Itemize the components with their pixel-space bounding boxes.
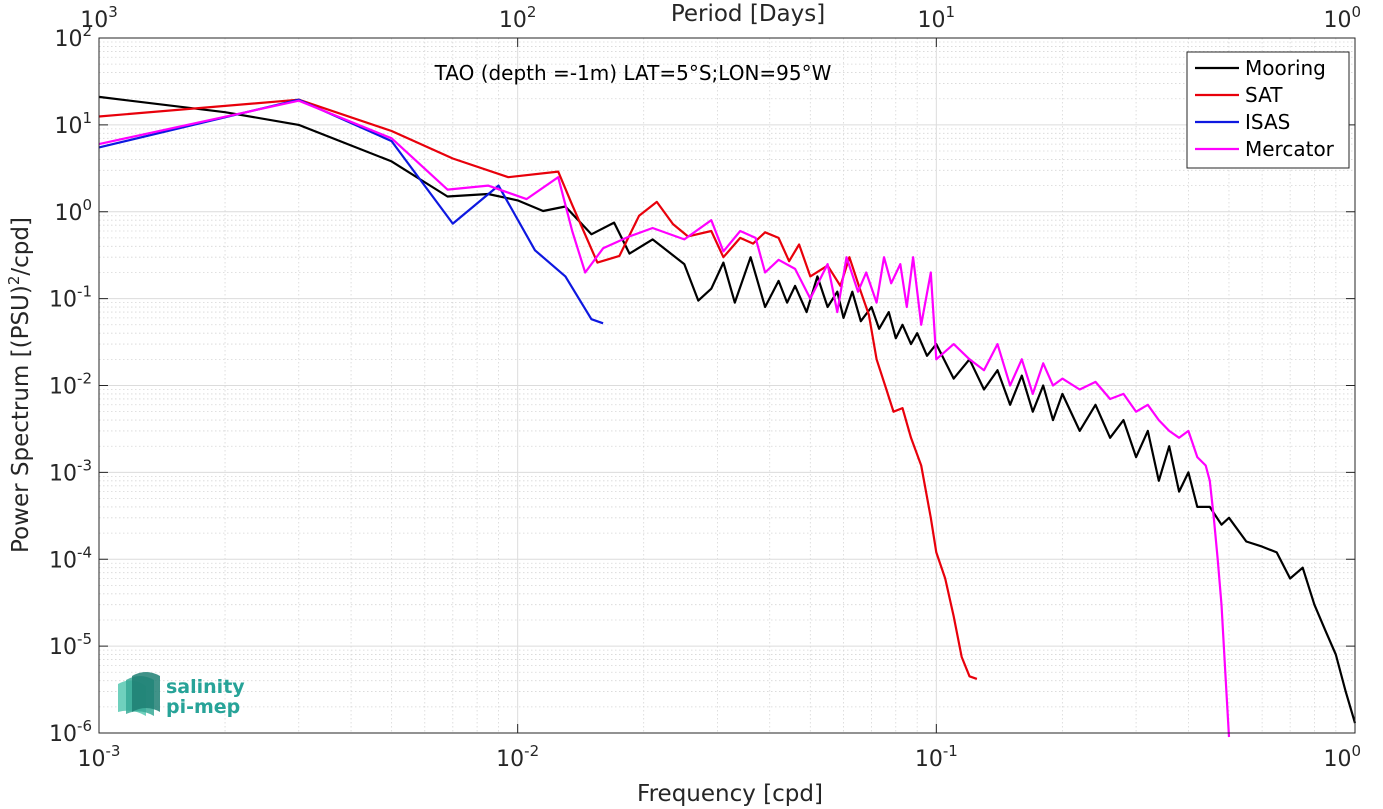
- legend-label: ISAS: [1245, 110, 1290, 134]
- legend-label: SAT: [1245, 83, 1283, 107]
- series-line-sat: [98, 98, 978, 680]
- logo-wave-icon: [118, 672, 160, 716]
- y-tick-labels: 10-6 10-5 10-4 10-3 10-2 10-1 100 101 102: [49, 22, 92, 747]
- logo-text-line2: pi-mep: [166, 696, 240, 718]
- top-tick-label: 103: [80, 3, 118, 33]
- y-tick-label: 102: [54, 22, 92, 52]
- x-axis-label: Frequency [cpd]: [637, 781, 823, 807]
- y-tick-label: 10-5: [49, 630, 92, 660]
- salinity-pi-mep-logo: salinity pi-mep: [118, 672, 245, 718]
- y-tick-label: 10-4: [49, 543, 92, 573]
- major-grid: [98, 37, 1356, 734]
- logo-text-line1: salinity: [166, 676, 245, 698]
- y-tick-label: 101: [54, 109, 92, 139]
- x-tick-label: 10-3: [78, 742, 121, 772]
- x-tick-labels: 10-3 10-2 10-1 100: [78, 742, 1361, 772]
- y-tick-label: 10-1: [49, 283, 92, 313]
- top-axis-label: Period [Days]: [671, 1, 825, 27]
- x-tick-label: 100: [1323, 742, 1361, 772]
- series-line-mercator: [98, 99, 1231, 738]
- x-tick-label: 10-2: [496, 742, 539, 772]
- top-tick-label: 102: [499, 3, 537, 33]
- x-tick-label: 10-1: [915, 742, 958, 772]
- legend-label: Mooring: [1245, 56, 1326, 80]
- minor-grid: [99, 38, 1355, 733]
- top-tick-label: 101: [918, 3, 956, 33]
- y-tick-label: 10-3: [49, 456, 92, 486]
- top-tick-labels: 103 102 101 100: [80, 3, 1361, 33]
- chart-title: TAO (depth =-1m) LAT=5°S;LON=95°W: [434, 61, 832, 85]
- legend-label: Mercator: [1245, 137, 1335, 161]
- series-line-mooring: [98, 95, 1357, 724]
- y-axis-label: Power Spectrum [(PSU)2/cpd]: [5, 217, 34, 553]
- y-tick-label: 10-2: [49, 370, 92, 400]
- series-layer: [98, 95, 1357, 738]
- tick-marks: [98, 37, 1356, 734]
- y-tick-label: 100: [54, 196, 92, 226]
- y-tick-label: 10-6: [49, 717, 92, 747]
- legend: Mooring SAT ISAS Mercator: [1186, 51, 1350, 169]
- top-tick-label: 100: [1323, 3, 1361, 33]
